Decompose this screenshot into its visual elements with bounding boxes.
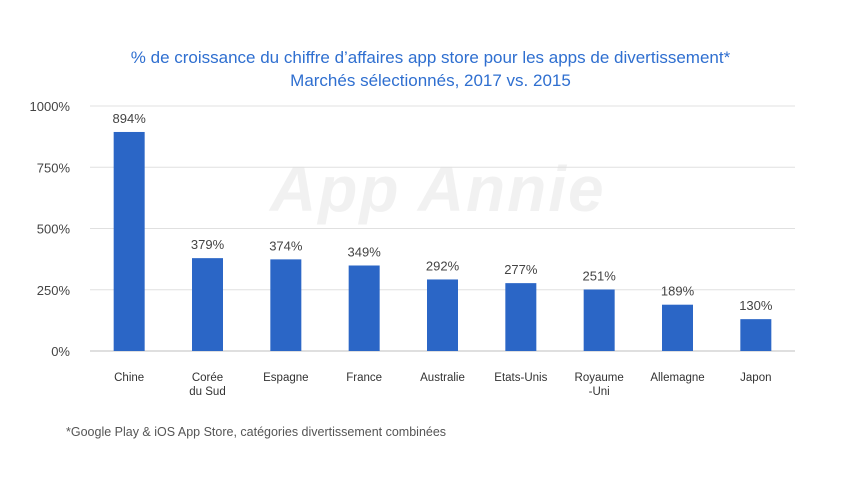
chart-title: % de croissance du chiffre d’affaires ap… xyxy=(130,48,731,67)
x-tick-label: -Uni xyxy=(589,386,610,398)
bar xyxy=(583,289,615,351)
x-tick-label: Corée xyxy=(192,372,223,384)
x-tick-label: Etats-Unis xyxy=(494,372,547,384)
footnote: *Google Play & iOS App Store, catégories… xyxy=(66,425,447,439)
x-tick-label: France xyxy=(346,372,382,384)
bar xyxy=(113,131,145,351)
y-tick-label: 1000% xyxy=(30,99,71,114)
bar xyxy=(505,283,537,351)
x-tick-label: Chine xyxy=(114,372,144,384)
x-tick-label: Allemagne xyxy=(650,372,704,384)
data-label: 130% xyxy=(739,298,773,313)
data-label: 251% xyxy=(583,269,617,284)
x-tick-label: du Sud xyxy=(189,386,225,398)
x-tick-label: Espagne xyxy=(263,372,308,384)
bar xyxy=(348,265,380,351)
data-label: 379% xyxy=(191,237,225,252)
data-label: 292% xyxy=(426,258,460,273)
bar xyxy=(192,258,223,351)
data-label: 374% xyxy=(269,238,303,253)
data-label: 189% xyxy=(661,284,695,299)
bar xyxy=(427,279,458,351)
y-tick-label: 250% xyxy=(37,283,71,298)
bar xyxy=(740,319,772,351)
data-label: 349% xyxy=(348,244,382,259)
chart-subtitle: Marchés sélectionnés, 2017 vs. 2015 xyxy=(290,71,571,90)
bar xyxy=(270,259,302,351)
x-tick-label: Royaume xyxy=(575,372,624,384)
bar xyxy=(662,304,693,351)
watermark-logo: App Annie xyxy=(270,153,606,225)
y-tick-label: 0% xyxy=(51,344,70,359)
y-tick-label: 500% xyxy=(37,222,71,237)
data-label: 894% xyxy=(113,111,147,126)
data-label: 277% xyxy=(504,262,538,277)
x-tick-label: Japon xyxy=(740,372,771,384)
y-tick-label: 750% xyxy=(37,160,71,175)
x-tick-label: Australie xyxy=(420,372,465,384)
